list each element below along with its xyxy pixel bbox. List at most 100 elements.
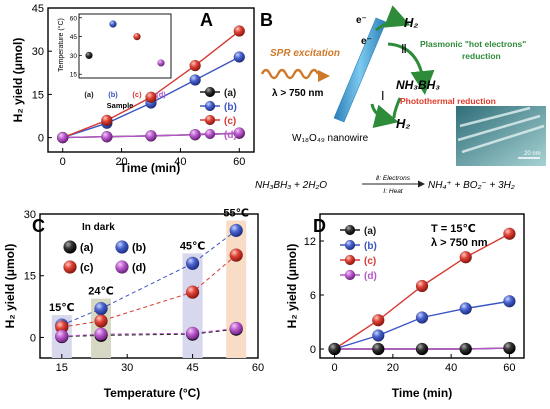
roman-two-label: Ⅱ bbox=[401, 42, 407, 56]
data-point-c bbox=[189, 59, 201, 72]
photothermal-label: Photothermal reduction bbox=[400, 96, 496, 106]
legend-label-b: (b) bbox=[224, 102, 237, 113]
series-fit-a bbox=[61, 328, 237, 338]
data-point-a bbox=[415, 342, 429, 356]
panel-c-ylabel: H₂ yield (μmol) bbox=[3, 244, 17, 329]
temperature-label: 45℃ bbox=[180, 240, 206, 252]
inset-xtick-label: (c) bbox=[132, 90, 142, 99]
legend-label-b: (b) bbox=[132, 242, 146, 254]
wavelength-label: λ > 750 nm bbox=[272, 88, 324, 99]
legend-label-c: (c) bbox=[364, 256, 376, 267]
panel-a-frame bbox=[47, 7, 255, 153]
panel-d-ylabel: H₂ yield (μmol) bbox=[285, 244, 299, 329]
data-point-d bbox=[145, 130, 157, 142]
panel-a-xtick-label: 20 bbox=[115, 156, 127, 168]
equation-right: NH₄⁺ + BO₂⁻ + 3H₂ bbox=[428, 180, 515, 191]
panel-d-cond1: T = 15℃ bbox=[431, 223, 476, 235]
legend-marker-b bbox=[204, 100, 216, 112]
panel-a-axes: 0 20 40 60 0 15 30 45 bbox=[32, 3, 246, 168]
tem-wires bbox=[457, 106, 545, 154]
data-point-c bbox=[372, 314, 385, 327]
panel-b-letter: B bbox=[260, 10, 273, 30]
legend-marker-c bbox=[63, 260, 77, 274]
data-point-a bbox=[328, 342, 341, 356]
inset-marks: 15 30 45 60 (a) (b) (c) (d) bbox=[70, 15, 167, 99]
panel-d-legend: (a) (b) (c) (d) bbox=[340, 224, 377, 282]
panel-c-xtick-label: 60 bbox=[252, 362, 264, 374]
equation-left: NH₃BH₃ + 2H₂O bbox=[255, 180, 327, 191]
panel-a-ytick-label: 15 bbox=[32, 89, 44, 101]
panel-a-series bbox=[57, 25, 245, 144]
panel-d-xtick-label: 60 bbox=[503, 362, 515, 374]
series-fit-b bbox=[61, 230, 237, 326]
data-point-c bbox=[101, 114, 113, 127]
legend-marker-d bbox=[204, 128, 216, 140]
data-point-c bbox=[229, 248, 243, 262]
legend-marker-b bbox=[115, 240, 129, 254]
inset-xtick-label: (d) bbox=[156, 90, 166, 99]
inset-ytick-label: 30 bbox=[70, 53, 78, 60]
panel-a-letter: A bbox=[200, 10, 213, 30]
panel-a-legend: (a) (b) (c) (d) bbox=[200, 86, 237, 141]
data-point-b bbox=[189, 74, 201, 86]
panel-c-series bbox=[55, 223, 243, 344]
panel-a-xtick-label: 60 bbox=[233, 156, 245, 168]
panel-a-inset: 15 30 45 60 (a) (b) (c) (d) Temperature (°C) Sa… bbox=[57, 13, 172, 110]
legend-marker-d bbox=[115, 260, 129, 274]
h2-top-label: H₂ bbox=[404, 15, 418, 30]
data-point-c bbox=[459, 251, 472, 264]
data-point-c bbox=[185, 285, 200, 299]
data-point-a bbox=[459, 342, 472, 356]
spr-wave bbox=[260, 68, 320, 80]
data-point-d bbox=[233, 127, 245, 139]
panel-c-ytick-label: 30 bbox=[24, 209, 36, 221]
legend-label-b: (b) bbox=[364, 241, 377, 252]
panel-d-axes: 0 20 40 60 0 6 12 bbox=[304, 236, 516, 374]
tem-scale-label: 20 nm bbox=[524, 151, 541, 157]
legend-label-a: (a) bbox=[80, 242, 94, 254]
inset-xlabel: Sample bbox=[107, 101, 134, 110]
legend-marker-c bbox=[344, 254, 356, 266]
legend-label-d: (d) bbox=[132, 262, 146, 274]
panel-c-xtick-label: 15 bbox=[56, 362, 68, 374]
data-point-b bbox=[229, 223, 243, 238]
hot-electron-line2: reduction bbox=[462, 51, 501, 61]
legend-marker-c bbox=[204, 114, 216, 126]
panel-c-ytick-label: 0 bbox=[30, 332, 36, 344]
data-point-b bbox=[185, 256, 200, 271]
panel-a-ytick-label: 30 bbox=[32, 46, 44, 58]
data-point-c bbox=[503, 227, 516, 241]
roman-one-label: Ⅰ bbox=[381, 89, 385, 103]
panel-a-xtick-label: 40 bbox=[174, 156, 186, 168]
spr-arrow-icon bbox=[318, 70, 330, 82]
data-point-b bbox=[459, 302, 472, 315]
panel-a: A 0 20 40 60 0 15 30 45 Time (min) H₂ yield (μm… bbox=[11, 3, 255, 175]
temperature-band bbox=[226, 220, 247, 358]
panel-d-xtick-label: 40 bbox=[445, 362, 457, 374]
panel-c: C 15℃ 24℃ 45℃ 55℃ 15 30 45 60 0 15 30 In dark (a)… bbox=[3, 207, 264, 400]
panel-c-xlabel: Temperature (°C) bbox=[104, 386, 201, 400]
data-point-c bbox=[415, 279, 429, 293]
electron-label: e⁻ bbox=[361, 36, 372, 47]
data-point-d bbox=[189, 129, 201, 141]
series-line-b bbox=[334, 300, 510, 350]
inset-point-d bbox=[157, 59, 165, 67]
data-point-d bbox=[57, 131, 69, 144]
inset-ytick-label: 15 bbox=[70, 72, 78, 79]
legend-label-a: (a) bbox=[224, 88, 236, 99]
legend-marker-a bbox=[204, 86, 216, 98]
panel-c-ytick-label: 15 bbox=[24, 271, 36, 283]
data-point-d bbox=[229, 321, 243, 336]
data-point-d bbox=[55, 329, 69, 343]
inset-ytick-label: 60 bbox=[70, 15, 78, 22]
panel-c-xtick-label: 30 bbox=[121, 362, 133, 374]
arrow-photothermal bbox=[370, 103, 399, 128]
panel-d-xlabel: Time (min) bbox=[392, 386, 452, 400]
panel-d-series bbox=[328, 227, 516, 356]
panel-d-ytick-label: 6 bbox=[310, 290, 316, 302]
data-point-d bbox=[185, 326, 200, 341]
panel-c-title: In dark bbox=[82, 222, 115, 233]
series-fit-d bbox=[61, 327, 237, 337]
series-fit-c bbox=[61, 254, 237, 328]
